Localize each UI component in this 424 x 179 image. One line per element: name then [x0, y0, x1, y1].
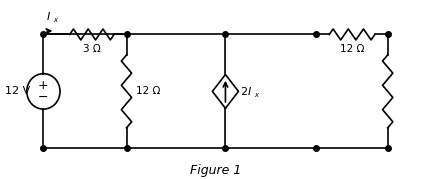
Text: $I$: $I$	[46, 10, 51, 22]
Text: +: +	[38, 79, 49, 92]
Text: 3 Ω: 3 Ω	[83, 44, 101, 54]
Text: $2I$: $2I$	[240, 85, 253, 97]
Text: 12 Ω: 12 Ω	[137, 86, 161, 96]
Text: Figure 1: Figure 1	[190, 164, 241, 177]
Text: $_{x}$: $_{x}$	[254, 90, 260, 100]
Text: 12 V: 12 V	[6, 86, 31, 96]
Text: $_{x}$: $_{x}$	[53, 15, 59, 25]
Text: −: −	[38, 91, 49, 104]
Text: 12 Ω: 12 Ω	[340, 44, 364, 54]
